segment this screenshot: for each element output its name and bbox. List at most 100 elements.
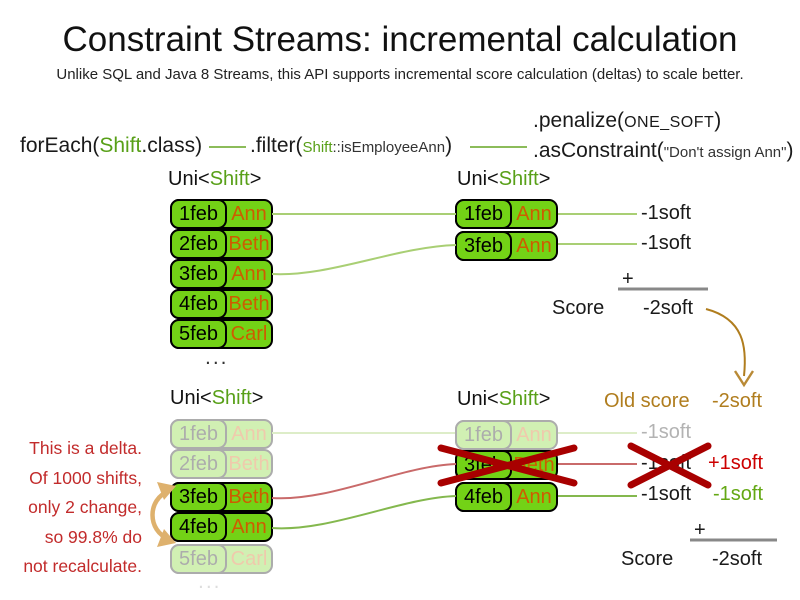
- shift-employee: Beth: [228, 485, 270, 508]
- score-delta-minus: -1soft: [713, 483, 764, 505]
- code-penalize-pre: .penalize(: [533, 109, 625, 132]
- type-label-bottom-right: Uni<Shift>: [457, 388, 550, 411]
- code-filter-method: ::isEmployeeAnn: [332, 139, 446, 156]
- score-label: Score: [552, 297, 605, 319]
- shift-employee: Carl: [230, 547, 268, 570]
- shift-date: 4feb: [170, 289, 227, 319]
- type-label-pre: Uni<: [170, 387, 212, 409]
- more-rows-ellipsis: ...: [198, 570, 222, 593]
- code-penalize: .penalize(ONE_SOFT): [533, 109, 721, 133]
- code-asconstraint-pre: .asConstraint(: [533, 139, 664, 162]
- shift-row-added: 4feb Ann: [455, 482, 558, 512]
- old-score-value: -2soft: [712, 390, 763, 412]
- shift-row: 3feb Ann: [455, 231, 558, 261]
- shift-employee: Ann: [516, 202, 552, 225]
- match-score: -1soft: [641, 202, 692, 224]
- shift-row-unchanged: 1feb Ann: [170, 419, 273, 449]
- shift-employee: Ann: [231, 202, 267, 225]
- shift-employee: Beth: [228, 292, 270, 315]
- page-title: Constraint Streams: incremental calculat…: [62, 20, 738, 59]
- code-filter-post: ): [445, 134, 453, 157]
- plus-sign: +: [694, 519, 706, 541]
- score-delta-plus: +1soft: [708, 452, 764, 474]
- code-foreach-post: .class): [141, 134, 203, 157]
- match-score-unchanged: -1soft: [641, 421, 692, 443]
- shift-row-changed: 3feb Beth: [170, 482, 273, 512]
- shift-row: 3feb Ann: [170, 259, 273, 289]
- changed-match-line: [271, 463, 457, 500]
- type-label-pre: Uni<: [457, 168, 499, 190]
- shift-date: 4feb: [455, 482, 512, 512]
- match-score-inserted: -1soft: [641, 483, 692, 505]
- type-label-post: >: [249, 168, 262, 190]
- shift-row: 2feb Beth: [170, 229, 273, 259]
- shift-employee: Beth: [513, 453, 555, 476]
- type-label-type: Shift: [211, 387, 252, 409]
- shift-date: 5feb: [170, 319, 227, 349]
- type-label-top-left: Uni<Shift>: [168, 168, 261, 191]
- shift-row-unchanged: 5feb Carl: [170, 544, 273, 574]
- delta-note: This is a delta. Of 1000 shifts, only 2 …: [0, 434, 142, 582]
- code-filter-pre: .filter(: [250, 134, 303, 157]
- type-label-type: Shift: [498, 168, 539, 190]
- shift-row-changed: 4feb Ann: [170, 512, 273, 542]
- shift-date: 4feb: [170, 512, 227, 542]
- match-line: [271, 244, 457, 276]
- shift-row: 4feb Beth: [170, 289, 273, 319]
- shift-date: 2feb: [170, 229, 227, 259]
- type-label-post: >: [538, 388, 551, 410]
- delta-note-line: This is a delta.: [29, 438, 142, 458]
- shift-date: 3feb: [170, 259, 227, 289]
- shift-employee: Carl: [230, 322, 268, 345]
- code-penalize-post: ): [714, 109, 722, 132]
- type-label-pre: Uni<: [168, 168, 210, 190]
- delta-note-line: so 99.8% do: [44, 526, 142, 547]
- shift-date: 2feb: [170, 449, 227, 479]
- code-asconstraint-arg: "Don't assign Ann": [663, 144, 787, 161]
- shift-date: 1feb: [455, 199, 512, 229]
- shift-employee: Beth: [228, 452, 270, 475]
- more-rows-ellipsis: ...: [205, 346, 229, 369]
- delta-note-line: not recalculate.: [23, 556, 142, 577]
- match-score-retracted: -1soft: [641, 452, 692, 474]
- shift-row-removed: 3feb Beth: [455, 450, 558, 480]
- code-penalize-arg: ONE_SOFT: [624, 114, 715, 131]
- shift-date: 1feb: [455, 420, 512, 450]
- code-filter: .filter(Shift::isEmployeeAnn): [250, 134, 452, 158]
- shift-date: 3feb: [455, 450, 512, 480]
- shift-date: 5feb: [170, 544, 227, 574]
- type-label-pre: Uni<: [457, 388, 499, 410]
- shift-employee: Ann: [231, 422, 267, 445]
- type-label-bottom-left: Uni<Shift>: [170, 387, 263, 410]
- score-label: Score: [621, 548, 674, 570]
- code-asconstraint: .asConstraint("Don't assign Ann"): [533, 139, 793, 163]
- old-score-label: Old score: [604, 390, 690, 412]
- code-foreach-pre: forEach(: [20, 134, 100, 157]
- shift-employee: Ann: [516, 485, 552, 508]
- shift-employee: Beth: [228, 232, 270, 255]
- shift-employee: Ann: [516, 423, 552, 446]
- shift-row-unchanged: 1feb Ann: [455, 420, 558, 450]
- score-total: -2soft: [712, 548, 763, 570]
- new-match-line: [271, 495, 457, 530]
- type-label-type: Shift: [209, 168, 250, 190]
- match-score: -1soft: [641, 232, 692, 254]
- page-subtitle: Unlike SQL and Java 8 Streams, this API …: [56, 66, 744, 83]
- type-label-type: Shift: [498, 388, 539, 410]
- code-foreach-class: Shift: [99, 134, 142, 157]
- shift-row: 1feb Ann: [170, 199, 273, 229]
- type-label-top-right: Uni<Shift>: [457, 168, 550, 191]
- shift-date: 3feb: [170, 482, 227, 512]
- shift-date: 1feb: [170, 199, 227, 229]
- shift-row: 1feb Ann: [455, 199, 558, 229]
- code-foreach: forEach(Shift.class): [20, 134, 202, 158]
- delta-note-line: only 2 change,: [28, 497, 142, 518]
- score-total: -2soft: [643, 297, 694, 319]
- old-score-arrow-icon: [705, 308, 755, 388]
- type-label-post: >: [538, 168, 551, 190]
- code-filter-class: Shift: [302, 139, 333, 156]
- shift-date: 1feb: [170, 419, 227, 449]
- shift-row: 5feb Carl: [170, 319, 273, 349]
- shift-date: 3feb: [455, 231, 512, 261]
